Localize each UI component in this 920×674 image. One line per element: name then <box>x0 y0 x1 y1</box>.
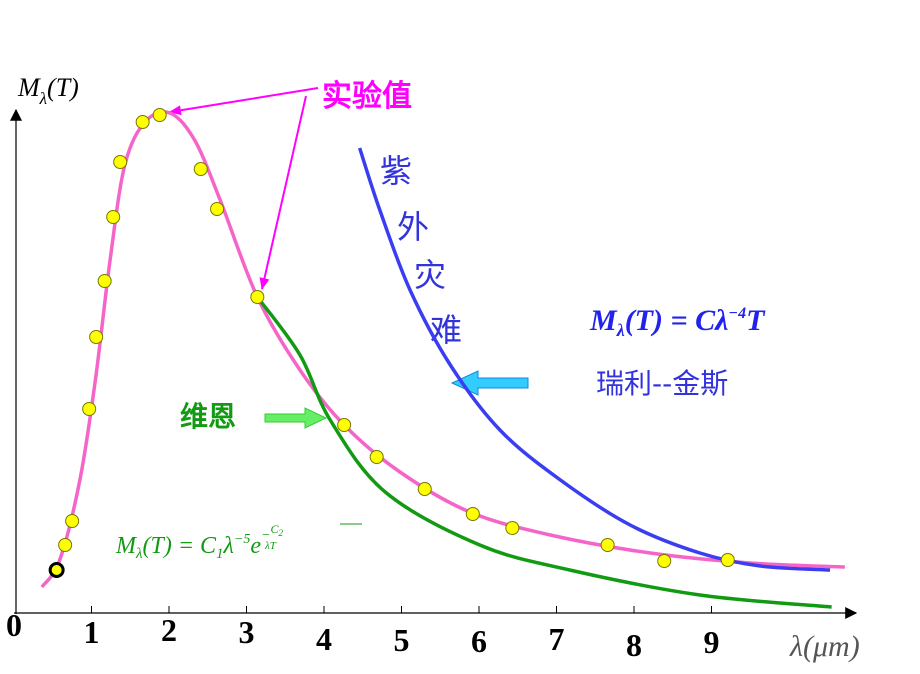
data-point <box>337 418 352 432</box>
x-axis-label: λ(μm) <box>789 630 860 663</box>
data-point <box>600 538 615 552</box>
data-point <box>720 553 735 567</box>
x-tick-label: 2 <box>161 612 177 648</box>
annotation-arrow <box>169 87 319 116</box>
data-point <box>48 562 65 578</box>
data-point <box>505 521 520 535</box>
data-point <box>135 115 150 129</box>
x-tick-label: 8 <box>626 627 642 663</box>
curve <box>40 110 845 589</box>
x-tick-label: 6 <box>471 623 487 659</box>
y-axis-label: Mλ(T) <box>17 73 79 108</box>
formula: Mλ(T) = Cλ−4T <box>589 304 766 340</box>
curve <box>357 147 831 572</box>
data-point <box>106 210 121 224</box>
data-point <box>417 482 432 496</box>
annotation: 瑞利--金斯 <box>596 367 728 400</box>
annotation-arrow <box>259 95 307 290</box>
data-point <box>250 290 265 304</box>
annotation: 难 <box>430 311 462 349</box>
annotation: 灾 <box>414 256 446 294</box>
data-point <box>657 554 672 568</box>
annotation: 紫 <box>380 152 412 190</box>
x-tick-label: 4 <box>316 621 332 657</box>
formula: Mλ(T) = C1λ−5e−C2 λT <box>115 522 284 562</box>
data-point <box>89 330 104 344</box>
annotation: 维恩 <box>180 400 236 433</box>
data-point <box>152 108 167 122</box>
annotation-arrow <box>264 407 328 429</box>
data-point <box>369 450 384 464</box>
data-point <box>82 402 97 416</box>
annotation: 外 <box>397 208 429 246</box>
x-tick-label: 0 <box>6 607 22 643</box>
data-point <box>193 162 208 176</box>
x-tick-label: 9 <box>704 624 720 660</box>
curve <box>255 295 832 609</box>
data-point <box>97 274 112 288</box>
data-point <box>58 538 73 552</box>
data-point <box>113 155 128 169</box>
x-tick-label: 3 <box>239 614 255 650</box>
x-tick-label: 1 <box>84 614 100 650</box>
x-tick-label: 7 <box>549 621 565 657</box>
data-point <box>465 507 480 521</box>
data-point <box>65 514 80 528</box>
data-point <box>210 202 225 216</box>
annotation: 实验值 <box>322 79 412 114</box>
x-tick-label: 5 <box>394 622 410 658</box>
